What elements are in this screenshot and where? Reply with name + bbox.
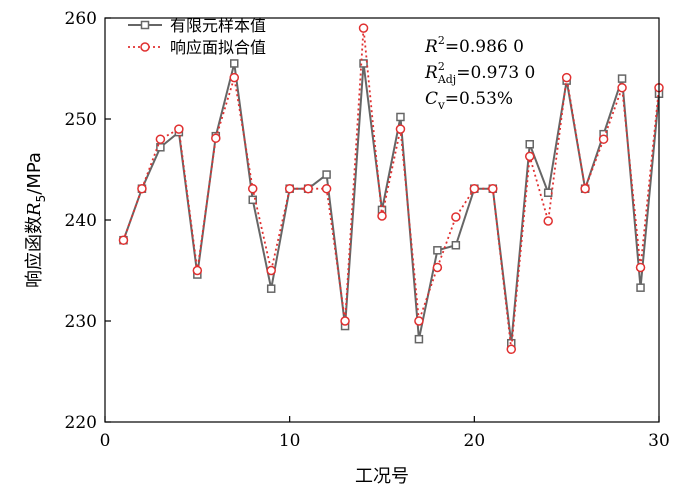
x-tick-label: 20: [464, 431, 486, 451]
x-tick-label: 10: [279, 431, 301, 451]
series-1-point: [543, 188, 553, 197]
series-2-point: [266, 265, 276, 276]
series-1-point: [433, 246, 442, 255]
series-2-point: [192, 265, 203, 276]
series-2-point: [617, 82, 627, 93]
series-2-point: [377, 211, 387, 221]
series-1-line: [122, 63, 660, 344]
series-1-point: [617, 74, 627, 83]
series-2-point: [524, 151, 535, 162]
y-tick-label: 220: [65, 413, 97, 433]
series-2-point: [543, 216, 553, 226]
series-2-point: [358, 23, 369, 33]
stat-line-2: R2 Adj=0.973 0: [424, 60, 535, 86]
legend-entry-1: 有限元样本值: [128, 16, 266, 35]
series-1-point: [396, 112, 405, 122]
series-1-point: [230, 59, 239, 68]
x-tick-label: 0: [100, 431, 111, 451]
y-tick-label: 240: [65, 211, 97, 231]
legend-label: 有限元样本值: [170, 16, 266, 35]
series-2-point: [395, 124, 406, 134]
series-2-point: [635, 262, 646, 273]
stat-line-1: R2=0.986 0: [424, 34, 524, 57]
series-2-point: [580, 183, 590, 194]
series-layer: [118, 23, 664, 355]
series-2-point: [174, 124, 184, 134]
legend-entry-2: 响应面拟合值: [128, 38, 266, 57]
series-2-point: [137, 183, 147, 194]
series-2-point: [247, 183, 258, 194]
series-2-line: [122, 28, 660, 350]
series-1: [119, 59, 664, 348]
series-2-point: [561, 72, 572, 83]
series-2-point: [340, 316, 350, 326]
series-1-point: [322, 170, 331, 179]
legend-marker: [140, 20, 150, 30]
series-2-point: [488, 183, 498, 194]
axes-layer: 0 10 20 30 220 230 240 250 260 工况号 响应函数R5/MPa: [24, 9, 670, 487]
series-2-point: [598, 134, 609, 144]
series-2-point: [414, 316, 424, 326]
series-2-point: [229, 72, 240, 83]
series-2-point: [155, 134, 166, 144]
y-tick-label: 260: [65, 9, 97, 29]
series-2-point: [118, 235, 129, 245]
series-2-point: [211, 133, 221, 143]
statistics-annotation: R2=0.986 0 R2 Adj=0.973 0 Cv=0.53%: [424, 34, 535, 112]
series-2-point: [321, 183, 332, 194]
series-1-point: [525, 140, 534, 149]
x-tick-label: 30: [648, 431, 670, 451]
stat-line-3: Cv=0.53%: [425, 89, 513, 112]
series-1-point: [266, 284, 276, 293]
series-1-point: [636, 283, 645, 292]
legend-label: 响应面拟合值: [170, 38, 266, 57]
series-2-point: [303, 183, 313, 194]
y-axis-title: 响应函数R5/MPa: [24, 152, 48, 288]
y-tick-label: 230: [65, 312, 97, 332]
y-tick-label: 250: [65, 110, 97, 130]
series-1-point: [414, 334, 424, 344]
x-axis-title: 工况号: [355, 466, 409, 487]
series-2-point: [506, 344, 517, 355]
series-2: [118, 23, 664, 355]
series-1-point: [451, 241, 461, 250]
series-1-point: [359, 59, 368, 68]
legend-marker: [140, 42, 150, 52]
series-1-point: [248, 195, 257, 205]
series-2-point: [432, 262, 443, 273]
series-2-point: [284, 183, 295, 194]
series-2-point: [469, 183, 480, 194]
series-2-point: [451, 212, 461, 222]
